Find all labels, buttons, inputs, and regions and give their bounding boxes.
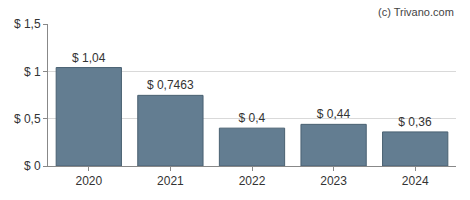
- svg-text:2020: 2020: [75, 174, 102, 188]
- svg-text:$ 1: $ 1: [24, 65, 41, 79]
- svg-text:(c) Trivano.com: (c) Trivano.com: [378, 6, 454, 18]
- svg-text:$ 1,5: $ 1,5: [14, 17, 41, 31]
- svg-text:$ 0: $ 0: [24, 159, 41, 173]
- svg-text:$ 0,36: $ 0,36: [398, 115, 432, 129]
- svg-text:$ 0,5: $ 0,5: [14, 112, 41, 126]
- svg-text:2024: 2024: [402, 174, 429, 188]
- svg-text:2023: 2023: [320, 174, 347, 188]
- svg-text:$ 0,4: $ 0,4: [238, 111, 265, 125]
- svg-text:$ 0,7463: $ 0,7463: [147, 78, 194, 92]
- svg-text:2022: 2022: [239, 174, 266, 188]
- svg-text:2021: 2021: [157, 174, 184, 188]
- svg-text:$ 1,04: $ 1,04: [72, 51, 106, 65]
- svg-text:$ 0,44: $ 0,44: [317, 107, 351, 121]
